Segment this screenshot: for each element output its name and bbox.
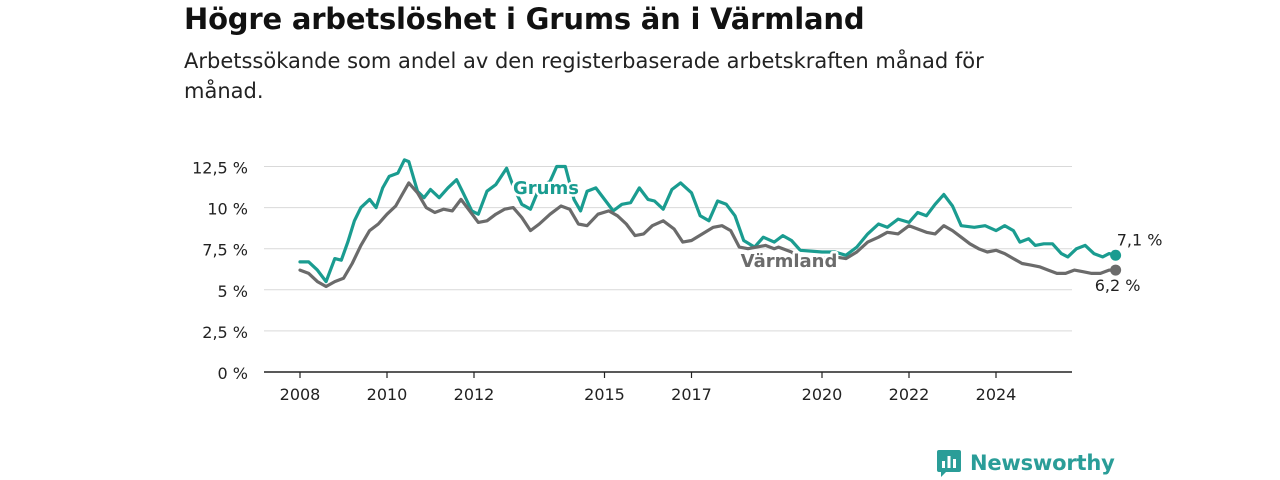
- brand-name: Newsworthy: [970, 451, 1115, 475]
- y-tick-label: 12,5 %: [192, 159, 248, 178]
- series-name-label: Grums: [513, 178, 579, 199]
- y-tick-label: 5 %: [218, 282, 248, 301]
- y-tick-label: 7,5 %: [202, 241, 248, 260]
- y-tick-label: 10 %: [207, 200, 248, 219]
- series-name-label: Värmland: [741, 251, 838, 272]
- x-tick-label: 2012: [454, 385, 495, 404]
- y-tick-label: 2,5 %: [202, 323, 248, 342]
- y-tick-label: 0 %: [218, 364, 248, 383]
- series-lines: [298, 158, 1122, 289]
- x-tick-label: 2010: [367, 385, 408, 404]
- x-tick-label: 2024: [976, 385, 1017, 404]
- end-value-label: 7,1 %: [1117, 230, 1163, 249]
- series-line-värmland: [298, 181, 1118, 289]
- x-tick-label: 2022: [889, 385, 930, 404]
- x-tick-label: 2020: [802, 385, 843, 404]
- x-tick-label: 2015: [584, 385, 625, 404]
- series-labels: Grums Värmland 7,1 % 6,2 %: [511, 176, 1163, 296]
- chart-title: Högre arbetslöshet i Grums än i Värmland: [184, 2, 865, 36]
- axis-ticks: 0 % 2,5 % 5 % 7,5 % 10 % 12,5 % 2008 2010 2012 20…: [192, 159, 1016, 404]
- brand-logo: Newsworthy: [936, 446, 1115, 480]
- chart-subtitle: Arbetssökande som andel av den registerb…: [184, 49, 984, 103]
- grid-lines: [264, 166, 1072, 373]
- end-value-label: 6,2 %: [1095, 276, 1141, 295]
- series-endpoint: [1110, 264, 1122, 276]
- series-line-grums: [298, 158, 1118, 284]
- x-tick-label: 2008: [280, 385, 321, 404]
- bar-chart-icon: [937, 450, 961, 477]
- x-tick-label: 2017: [671, 385, 712, 404]
- series-endpoint: [1110, 249, 1122, 261]
